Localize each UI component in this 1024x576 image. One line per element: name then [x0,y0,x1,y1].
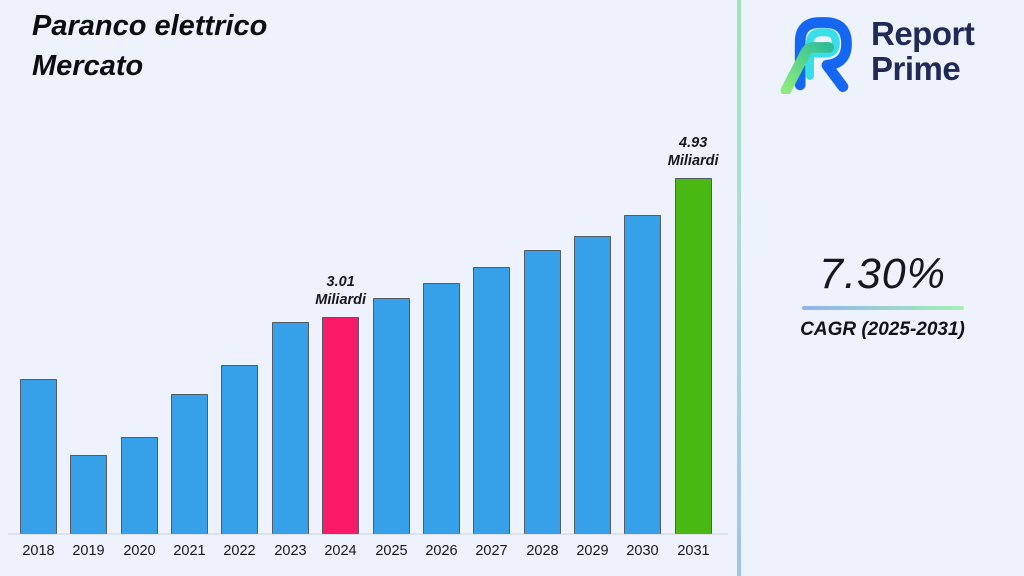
report-prime-logo: Report Prime [777,8,975,94]
logo-word-prime: Prime [871,50,961,87]
x-tick-label-2023: 2023 [274,543,307,559]
cagr-underline-decoration [801,306,964,310]
bar-2024 [322,317,359,534]
x-tick-label-2029: 2029 [576,543,609,559]
bar-2021 [171,394,208,534]
x-axis-line [8,533,728,535]
x-tick-label-2026: 2026 [425,543,458,559]
cagr-value: 7.30% [819,250,946,298]
x-tick-label-2021: 2021 [173,543,206,559]
bar-2031 [675,178,712,534]
x-tick-label-2027: 2027 [475,543,508,559]
value-label-number: 4.93 [679,135,708,151]
x-tick-label-2030: 2030 [626,543,659,559]
page-title-line-2: Mercato [32,50,144,82]
bar-2025 [373,298,410,534]
sidebar-panel: Report Prime 7.30% CAGR (2025-2031) [741,0,1024,576]
x-tick-label-2019: 2019 [72,543,105,559]
bar-2028 [524,250,561,534]
x-tick-label-2024: 2024 [324,543,357,559]
cagr-block: 7.30% CAGR (2025-2031) [741,250,1024,341]
bar-chart: Paranco elettrico Mercato 2018 2019 2020 20… [8,6,728,559]
value-label-unit: Miliardi [667,153,719,169]
logo-word-report: Report [871,15,975,52]
bar-2029 [574,236,611,534]
bar-2018 [20,379,57,534]
x-tick-label-2020: 2020 [123,543,156,559]
bar-2022 [221,365,258,534]
bar-2030 [624,215,661,534]
x-tick-label-2031: 2031 [677,543,710,559]
page-title: Paranco elettrico Mercato [32,6,267,86]
bar-2020 [121,437,158,534]
page-title-line-1: Paranco elettrico [32,10,268,42]
value-label-unit: Miliardi [315,292,367,308]
report-prime-logo-icon [780,17,852,94]
x-tick-label-2018: 2018 [22,543,55,559]
bar-2023 [272,322,309,534]
bar-2027 [473,267,510,534]
value-label-2031: 4.93 Miliardi [668,134,719,170]
vertical-divider [737,0,741,576]
cagr-label: CAGR (2025-2031) [800,319,965,340]
value-label-2024: 3.01 Miliardi [315,273,366,309]
x-tick-label-2025: 2025 [375,543,408,559]
bar-2026 [423,283,460,534]
x-tick-label-2022: 2022 [223,543,256,559]
x-tick-label-2028: 2028 [526,543,559,559]
value-label-number: 3.01 [326,274,355,290]
bar-2019 [70,455,107,534]
report-prime-logo-text: Report Prime [871,15,975,87]
